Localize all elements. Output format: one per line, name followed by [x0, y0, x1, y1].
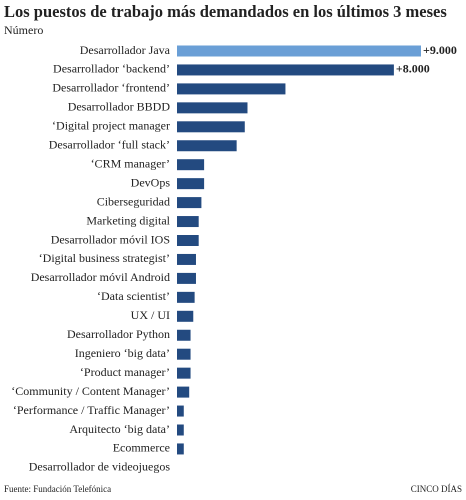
category-label: Desarrollador móvil IOS: [51, 232, 170, 246]
category-label: Desarrollador ‘full stack’: [49, 138, 170, 152]
category-label: Arquitecto ‘big data’: [69, 422, 170, 436]
bar: [177, 140, 237, 152]
category-label: Desarrollador Java: [80, 43, 171, 57]
category-label: ‘CRM manager’: [91, 156, 170, 170]
value-label: +9.000: [423, 43, 457, 57]
category-label: Desarrollador de videojuegos: [29, 460, 171, 474]
bar: [177, 291, 195, 303]
category-label: ‘Data scientist’: [97, 289, 170, 303]
category-label: Desarrollador móvil Android: [31, 270, 170, 284]
category-label: Desarrollador ‘frontend’: [52, 81, 170, 95]
category-label: ‘Digital business strategist’: [39, 251, 170, 265]
category-label: UX / UI: [131, 308, 170, 322]
chart-title: Los puestos de trabajo más demandados en…: [4, 2, 447, 21]
bar: [177, 310, 194, 322]
bar: [177, 424, 184, 436]
bar: [177, 235, 199, 246]
bar: [177, 253, 196, 265]
category-label: DevOps: [131, 175, 171, 189]
bar: [177, 83, 286, 95]
value-label: +8.000: [396, 62, 430, 76]
bar: [177, 443, 184, 455]
bar: [177, 45, 421, 57]
bar: [177, 64, 394, 76]
bar: [177, 272, 196, 284]
category-label: Desarrollador Python: [67, 327, 170, 341]
bar: [177, 386, 190, 398]
credit: CINCO DÍAS: [411, 484, 462, 494]
category-label: ‘Performance / Traffic Manager’: [13, 403, 170, 417]
bar: [177, 102, 248, 114]
bar: [177, 159, 205, 171]
bar: [177, 348, 191, 360]
bar: [177, 121, 245, 133]
category-label: ‘Digital project manager: [52, 119, 170, 133]
bar: [177, 367, 191, 379]
bar: [177, 329, 191, 341]
chart-subtitle: Número: [4, 23, 43, 37]
category-label: Desarrollador ‘backend’: [53, 62, 170, 76]
bar: [177, 216, 199, 228]
bar: [177, 405, 184, 417]
category-label: ‘Product manager’: [80, 365, 170, 379]
category-label: Ingeniero ‘big data’: [75, 346, 170, 360]
source: Fuente: Fundación Telefónica: [4, 484, 111, 494]
category-label: Ecommerce: [113, 441, 170, 455]
bar: [177, 178, 205, 190]
category-label: Ciberseguridad: [97, 194, 170, 208]
category-label: Marketing digital: [86, 213, 170, 227]
category-label: ‘Community / Content Manager’: [11, 384, 170, 398]
bar: [177, 197, 202, 209]
category-label: Desarrollador BBDD: [68, 100, 171, 114]
